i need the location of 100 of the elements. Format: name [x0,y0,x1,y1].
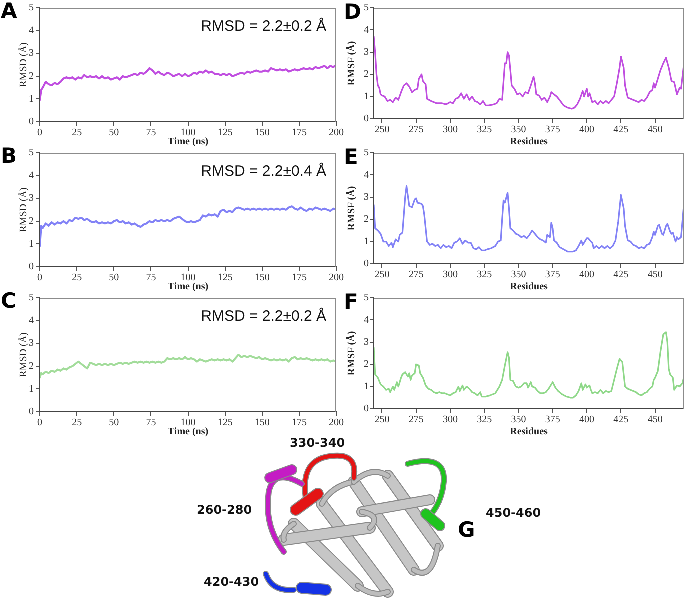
x-axis-title: Time (ns) [168,282,209,293]
x-tick-label: 375 [545,414,560,426]
x-tick-label: 125 [218,128,233,139]
text: 330-340 [290,436,346,450]
x-tick-label: 75 [146,272,156,284]
x-tick-label: 450 [648,270,663,281]
x-tick-label: 425 [614,414,629,426]
chart-title: E [344,145,358,169]
x-tick-label: 0 [38,272,42,284]
y-tick-label: 0 [29,116,34,128]
x-tick-label: 425 [614,270,629,281]
y-tick-label: 5 [29,292,34,304]
x-tick-label: 125 [218,272,233,284]
y-tick-label: 5 [364,292,369,304]
x-tick-label: 200 [329,128,344,139]
chart-title: D [344,0,362,24]
x-tick-label: 175 [292,272,307,284]
y-tick-label: 3 [364,47,369,58]
y-tick-label: 1 [29,94,34,105]
x-tick-label: 125 [218,418,233,429]
y-tick-label: 2 [29,71,34,82]
y-axis-title: RMSD (Å) [18,42,30,88]
y-tick-label: 1 [364,381,369,392]
y-axis-title: RMSD (Å) [18,332,30,378]
x-tick-label: 100 [180,418,196,429]
x-tick-label: 425 [614,124,629,136]
x-tick-label: 450 [648,124,663,136]
x-tick-label: 75 [146,128,156,139]
x-tick-label: 400 [580,270,595,281]
x-tick-label: 175 [292,418,307,429]
y-tick-label: 2 [29,216,34,228]
text: 450-460 [486,506,542,520]
y-tick-label: 4 [29,315,34,326]
x-tick-label: 150 [254,128,270,139]
y-tick-label: 0 [364,114,369,125]
y-tick-label: 4 [364,170,369,181]
x-tick-label: 250 [374,270,390,281]
x-tick-label: 350 [511,270,526,281]
x-tick-label: 300 [442,270,458,281]
annotation: RMSD = 2.2±0.4 Å [201,162,326,180]
y-tick-label: 4 [29,25,34,36]
annotation: RMSD = 2.2±0.2 Å [201,307,326,326]
x-tick-label: 400 [580,124,595,136]
x-tick-label: 200 [329,272,344,284]
text: 260-280 [197,503,252,517]
x-tick-label: 275 [408,270,424,281]
chart-title: A [1,0,18,23]
y-axis-title: RMSF (Å) [346,331,358,376]
x-tick-label: 300 [442,414,458,426]
y-tick-label: 2 [364,69,369,80]
y-tick-label: 4 [364,24,369,36]
x-tick-label: 100 [180,128,196,139]
y-tick-label: 3 [29,48,34,60]
chart-title: B [1,144,18,168]
y-tick-label: 1 [364,236,369,248]
x-tick-label: 275 [408,414,424,426]
x-tick-label: 25 [72,418,82,429]
y-tick-label: 5 [29,2,34,14]
y-tick-label: 3 [364,337,369,348]
x-tick-label: 375 [545,270,560,281]
x-tick-label: 325 [477,124,492,136]
chart-title: F [344,290,358,314]
text: G [458,518,476,542]
x-tick-label: 325 [477,414,492,426]
y-tick-label: 3 [29,193,34,204]
y-tick-label: 1 [364,91,369,102]
x-tick-label: 100 [180,272,196,284]
x-tick-label: 275 [408,124,424,136]
x-axis-title: Residues [510,282,548,293]
y-tick-label: 3 [364,192,369,204]
y-tick-label: 4 [364,314,369,326]
y-tick-label: 4 [29,170,34,182]
y-tick-label: 0 [364,258,369,270]
x-tick-label: 0 [38,418,42,429]
x-tick-label: 50 [109,272,120,284]
x-tick-label: 300 [442,124,458,136]
x-tick-label: 375 [545,124,560,136]
y-axis-title: RMSF (Å) [346,186,358,231]
x-axis-title: Time (ns) [168,426,209,438]
y-tick-label: 2 [29,361,34,372]
x-tick-label: 50 [109,418,120,429]
x-tick-label: 25 [72,128,82,139]
y-tick-label: 1 [29,384,34,395]
x-tick-label: 450 [648,414,663,426]
x-axis-title: Time (ns) [168,136,209,148]
x-tick-label: 250 [374,124,390,136]
y-tick-label: 0 [364,404,369,415]
y-tick-label: 5 [364,2,369,14]
x-tick-label: 175 [292,128,307,139]
x-tick-label: 50 [109,128,120,139]
x-axis-title: Residues [510,136,548,148]
x-tick-label: 75 [146,418,156,429]
y-tick-label: 0 [29,262,34,273]
y-axis-title: RMSD (Å) [18,188,30,232]
x-axis-title: Residues [510,426,548,438]
annotation: RMSD = 2.2±0.2 Å [201,17,326,36]
x-tick-label: 400 [580,414,595,426]
y-tick-label: 2 [364,359,369,370]
x-tick-label: 325 [477,270,492,281]
y-axis-title: RMSF (Å) [346,41,358,86]
